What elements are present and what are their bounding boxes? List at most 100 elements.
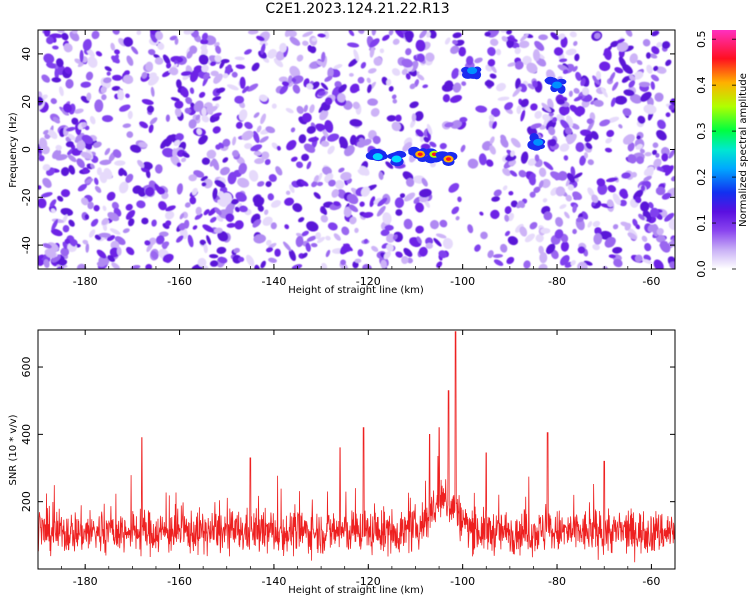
spectrogram-noise-blob xyxy=(96,249,107,259)
spectrogram-noise-blob xyxy=(425,52,435,62)
spectrogram-noise-blob xyxy=(524,233,535,243)
spectrogram-noise-blob xyxy=(557,33,566,40)
spectrogram-noise-blob xyxy=(504,206,512,215)
spectrogram-noise-blob xyxy=(46,62,56,69)
spectrogram-noise-blob xyxy=(222,73,229,79)
spectrogram-noise-blob xyxy=(213,73,223,84)
spectrogram-noise-blob xyxy=(42,243,52,249)
spectrogram-noise-blob xyxy=(448,183,460,193)
spectrogram-noise-blob xyxy=(215,87,226,94)
spectrogram-noise-blob xyxy=(395,209,403,216)
spectrogram-noise-blob xyxy=(534,154,540,162)
spectrogram-noise-blob xyxy=(584,134,593,143)
spectrogram-noise-blob xyxy=(529,191,536,198)
spectrogram-noise-blob xyxy=(459,116,468,123)
spectrogram-noise-blob xyxy=(216,246,227,254)
spectrogram-noise-blob xyxy=(504,230,511,237)
spectrogram-noise-blob xyxy=(285,107,294,114)
spectrogram-noise-blob xyxy=(608,254,616,259)
spectrogram-noise-blob xyxy=(252,219,262,228)
spectrogram-noise-blob xyxy=(248,169,259,182)
spectrogram-noise-blob xyxy=(311,181,318,188)
spectrogram-noise-blob xyxy=(298,217,305,223)
spectrogram-noise-blob xyxy=(106,191,116,201)
spectrogram-noise-blob xyxy=(209,61,217,66)
spectrogram-noise-blob xyxy=(411,113,417,122)
spectrogram-noise-blob xyxy=(265,247,274,253)
snr-panel: -180 -160 -140 -120 -100 -80 -60 200 400 600 Hei… xyxy=(8,329,676,596)
spectrogram-noise-blob xyxy=(246,254,255,267)
spectrogram-noise-blob xyxy=(151,219,157,227)
spectrogram-noise-blob xyxy=(64,66,72,75)
spectrogram-noise-blob xyxy=(668,218,675,230)
spectrogram-noise-blob xyxy=(352,101,360,110)
spectrogram-noise-blob xyxy=(618,56,627,69)
spectrogram-noise-blob xyxy=(43,259,50,269)
spectrogram-noise-blob xyxy=(570,166,576,177)
spectrogram-noise-blob xyxy=(52,149,62,159)
spectrogram-noise-blob xyxy=(198,91,206,98)
spectrogram-noise-blob xyxy=(646,64,653,74)
spectrogram-noise-blob xyxy=(227,171,237,185)
spectrogram-noise-blob xyxy=(201,32,208,41)
spectrogram-noise-blob xyxy=(554,229,564,239)
spectrogram-noise-blob xyxy=(148,49,156,56)
spectrogram-noise-blob xyxy=(357,76,365,84)
spectrogram-noise-blob xyxy=(111,201,119,210)
spectrogram-noise-blob xyxy=(354,227,359,233)
spectrogram-noise-blob xyxy=(567,133,577,145)
spectrogram-noise-blob xyxy=(527,83,535,90)
spectrogram-noise-blob xyxy=(289,65,301,78)
spectrogram-feature-halo xyxy=(369,148,383,155)
spectrogram-noise-blob xyxy=(650,81,655,90)
spectrogram-noise-blob xyxy=(520,151,529,164)
spectrogram-noise-blob xyxy=(180,86,189,98)
spectrogram-noise-blob xyxy=(320,140,330,147)
spectrogram-noise-blob xyxy=(418,246,428,257)
spectrogram-noise-blob xyxy=(220,58,230,64)
spectrogram-noise-blob xyxy=(442,237,453,250)
spectrogram-noise-blob xyxy=(516,105,522,115)
colorbar-label: Normalized spectral amplitude xyxy=(738,73,749,227)
spectrogram-noise-blob xyxy=(655,186,666,196)
spectrogram-y-tick-label: -20 xyxy=(20,188,33,206)
spectrogram-noise-blob xyxy=(110,240,120,250)
spectrogram-noise-blob xyxy=(394,197,405,209)
spectrogram-noise-blob xyxy=(557,171,568,181)
spectrogram-noise-blob xyxy=(497,96,510,101)
spectrogram-noise-blob xyxy=(457,196,462,203)
spectrogram-noise-blob xyxy=(665,112,671,118)
spectrogram-noise-blob xyxy=(415,39,426,52)
spectrogram-noise-blob xyxy=(238,162,247,175)
spectrogram-noise-blob xyxy=(442,94,451,103)
spectrogram-noise-blob xyxy=(572,191,583,200)
spectrogram-noise-blob xyxy=(353,49,360,62)
spectrogram-noise-blob xyxy=(101,217,109,226)
spectrogram-noise-blob xyxy=(538,34,548,41)
spectrogram-x-tick-label: -80 xyxy=(548,275,566,288)
spectrogram-noise-blob xyxy=(607,116,620,123)
spectrogram-noise-blob xyxy=(199,239,206,246)
spectrogram-noise-blob xyxy=(380,229,390,237)
spectrogram-noise-blob xyxy=(404,32,413,43)
spectrogram-noise-blob xyxy=(363,238,369,244)
spectrogram-noise-blob xyxy=(401,58,413,68)
spectrogram-noise-blob xyxy=(530,103,538,111)
spectrogram-noise-blob xyxy=(500,243,508,253)
spectrogram-noise-blob xyxy=(206,149,217,159)
spectrogram-noise-blob xyxy=(142,161,153,170)
spectrogram-noise-blob xyxy=(141,99,154,105)
spectrogram-noise-blob xyxy=(377,197,388,207)
spectrogram-noise-blob xyxy=(86,48,95,58)
spectrogram-noise-blob xyxy=(647,224,655,233)
spectrogram-noise-blob xyxy=(144,240,151,246)
spectrogram-noise-blob xyxy=(502,167,511,177)
snr-x-tick-label: -180 xyxy=(73,575,98,588)
spectrogram-noise-blob xyxy=(421,177,428,187)
spectrogram-noise-blob xyxy=(185,97,193,105)
spectrogram-noise-blob xyxy=(309,104,315,114)
spectrogram-noise-blob xyxy=(251,62,260,72)
spectrogram-noise-blob xyxy=(156,235,165,245)
spectrogram-noise-blob xyxy=(273,58,284,68)
spectrogram-noise-blob xyxy=(85,71,94,81)
